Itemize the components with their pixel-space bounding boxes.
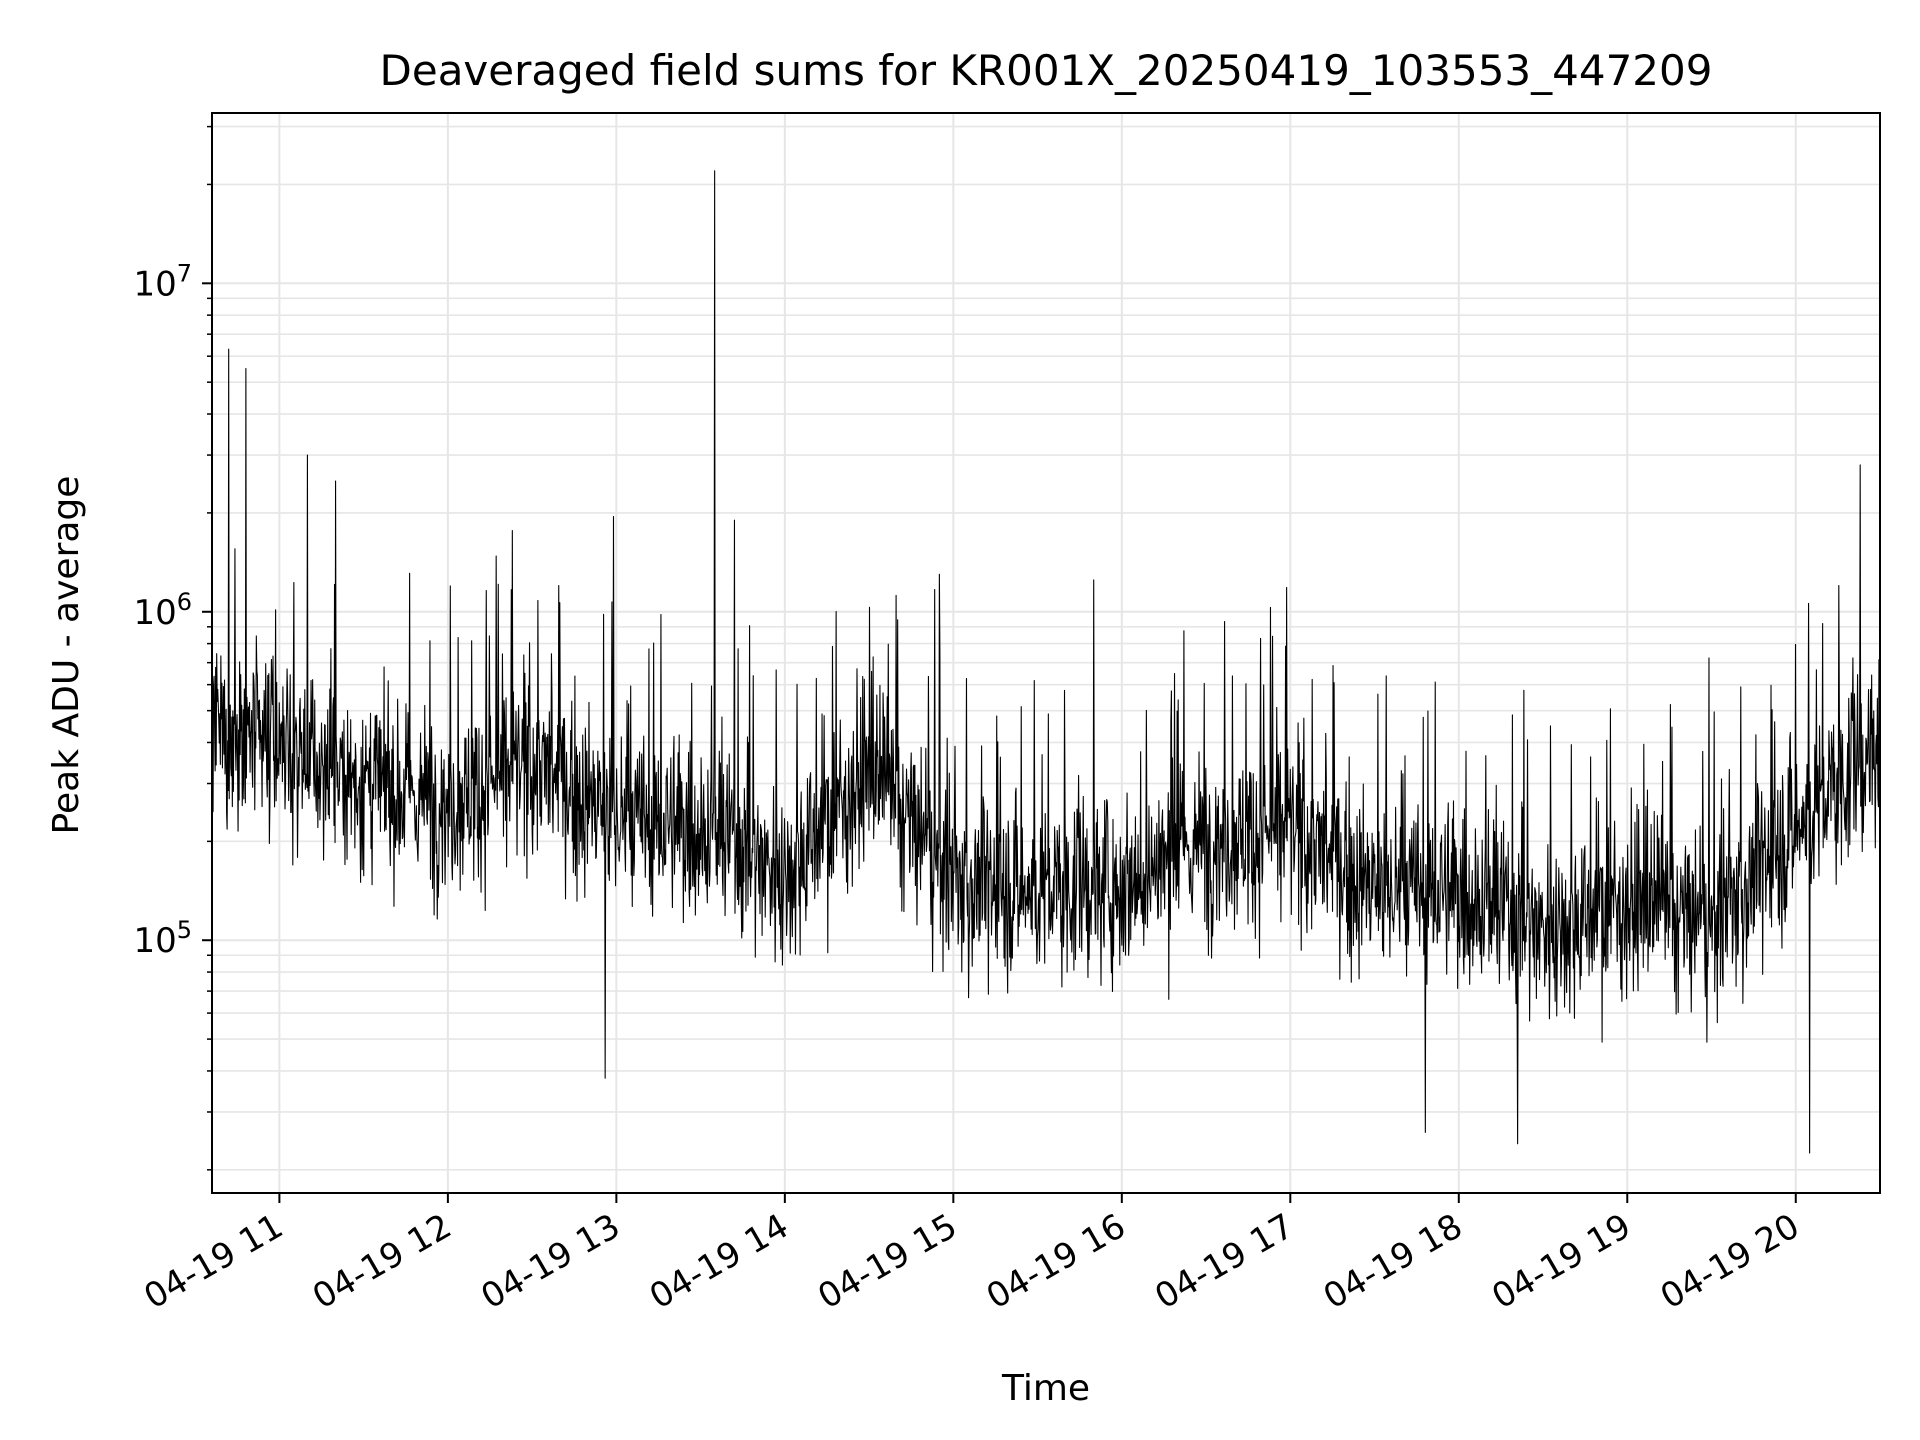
plot-frame [211,112,1881,1194]
series-layer [211,170,1881,1154]
y-axis-ticks: 105 106 107 [133,125,212,1171]
y-tick-label: 106 [133,588,192,633]
series-line [211,170,1881,1154]
x-axis-label: Time [1001,1368,1090,1409]
y-axis-label: Peak ADU - average [46,476,87,835]
y-tick-label: 107 [133,259,192,304]
y-tick-label: 105 [133,916,192,961]
chart-title: Deaveraged field sums for KR001X_2025041… [380,46,1713,95]
